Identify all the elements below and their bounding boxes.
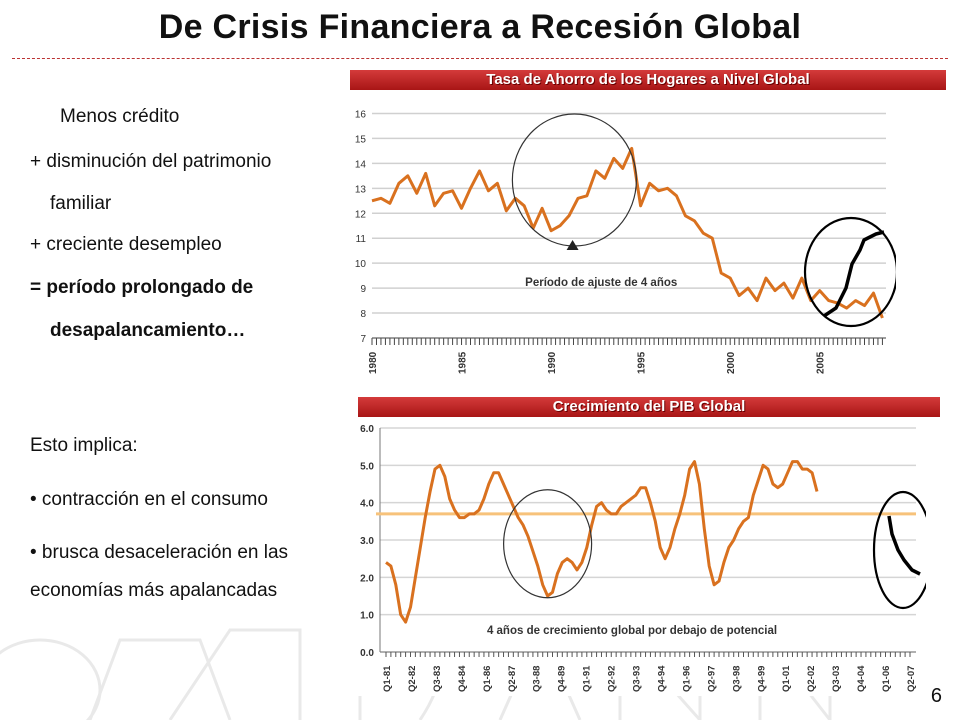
- chart1-x-tick-label: 2000: [726, 351, 737, 374]
- chart1-x-tick-label: 1980: [368, 351, 379, 374]
- chart2-x-tick-label: Q2-82: [407, 666, 418, 692]
- bullet-familiar: familiar: [50, 193, 112, 214]
- chart2-x-tick-label: Q2-92: [607, 666, 618, 692]
- bullet-desaceleracion: • brusca desaceleración en las: [30, 542, 289, 563]
- chart1-x-tick-label: 1995: [637, 351, 648, 374]
- chart1-x-tick-label: 1985: [458, 351, 469, 374]
- chart2-x-tick-label: Q2-97: [706, 666, 717, 692]
- bullet-desapalancamiento: desapalancamiento…: [50, 320, 246, 341]
- gdp-growth-chart: 6.0 5.0 4.0 3.0 2.0 1.0 0.0 Q1-81 Q2-82 Q3-83 Q4-8…: [360, 424, 934, 692]
- chart1-y-tick-label: 9: [360, 284, 366, 295]
- chart1-x-tick-label: 1990: [547, 351, 558, 374]
- chart2-x-tick-label: Q2-87: [507, 666, 518, 692]
- chart1-y-tick-label: 14: [355, 159, 367, 170]
- chart1-arrow: [566, 240, 579, 250]
- chart2-x-tick-label: Q3-88: [532, 666, 543, 692]
- chart1-y-tick-label: 12: [355, 209, 367, 220]
- chart2-x-tick-label: Q2-07: [906, 666, 917, 692]
- chart1-y-tick-label: 7: [360, 334, 366, 345]
- chart2-series-line: [385, 460, 819, 624]
- chart2-x-tick-label: Q1-96: [681, 666, 692, 692]
- chart2-x-tick-label: Q3-93: [632, 666, 643, 692]
- chart2-y-tick-label: 1.0: [360, 611, 374, 622]
- chart2-highlight-circle: [503, 489, 593, 599]
- chart2-y-tick-label: 5.0: [360, 461, 374, 472]
- chart2-x-tick-label: Q4-99: [756, 666, 767, 692]
- bullet-menos-credito: Menos crédito: [60, 106, 180, 127]
- chart2-header: Crecimiento del PIB Global: [358, 397, 940, 417]
- chart2-y-tick-label: 6.0: [360, 424, 374, 435]
- chart1-y-tick-label: 16: [355, 109, 367, 120]
- page-number: 6: [930, 685, 942, 707]
- chart2-y-tick-label: 2.0: [360, 573, 374, 584]
- bullet-contraccion: • contracción en el consumo: [30, 489, 268, 510]
- chart2-x-tick-label: Q3-83: [432, 666, 443, 692]
- chart1-annotation: Período de ajuste de 4 años: [525, 277, 677, 289]
- chart1-y-tick-label: 8: [360, 309, 366, 320]
- chart2-x-tick-label: Q3-98: [731, 666, 742, 692]
- chart2-annotation: 4 años de crecimiento global por debajo …: [487, 625, 777, 637]
- chart1-y-tick-label: 13: [355, 184, 367, 195]
- chart2-panel: 6.0 5.0 4.0 3.0 2.0 1.0 0.0 Q1-81 Q2-82 Q3-83 Q4-8…: [346, 418, 934, 696]
- chart1-y-tick-label: 11: [356, 234, 367, 245]
- chart2-x-tick-label: Q1-86: [482, 666, 493, 692]
- chart2-trend-stroke: [887, 515, 921, 576]
- chart2-x-tick-label: Q4-04: [856, 665, 867, 692]
- chart2-x-tick-label: Q4-94: [656, 665, 667, 692]
- chart2-x-tick-label: Q4-89: [557, 666, 568, 692]
- slide-title: De Crisis Financiera a Recesión Global: [158, 8, 802, 46]
- chart1-trend-stroke: [823, 230, 885, 318]
- chart2-y-tick-label: 3.0: [360, 536, 374, 547]
- bullet-economias: economías más apalancadas: [30, 580, 278, 601]
- chart1-panel: 16 15 14 13 12 11 10 9 8 7 1980 1985 1990 1995 2000 200…: [346, 92, 899, 378]
- chart2-x-tick-label: Q2-02: [806, 666, 817, 692]
- chart2-y-tick-label: 4.0: [360, 499, 374, 510]
- chart1-series-line: [371, 146, 884, 319]
- chart1-y-tick-label: 10: [355, 259, 367, 270]
- chart2-x-tick-label: Q1-06: [881, 666, 892, 692]
- chart2-x-tick-label: Q4-84: [457, 665, 468, 692]
- chart2-x-tick-label: Q1-01: [781, 665, 792, 692]
- bullet-periodo: = período prolongado de: [30, 277, 254, 298]
- bullet-disminucion: + disminución del patrimonio: [30, 151, 272, 172]
- bullet-desempleo: + creciente desempleo: [30, 234, 222, 255]
- title-divider: [12, 58, 948, 59]
- chart1-y-tick-label: 15: [355, 134, 367, 145]
- chart2-y-tick-label: 0.0: [360, 648, 374, 659]
- chart2-x-tick-label: Q3-03: [831, 666, 842, 692]
- chart2-x-tick-label: Q1-91: [582, 665, 593, 692]
- chart1-header: Tasa de Ahorro de los Hogares a Nivel Gl…: [350, 70, 946, 90]
- esto-implica-label: Esto implica:: [30, 435, 138, 456]
- chart2-x-tick-label: Q1-81: [382, 665, 393, 692]
- chart1-x-tick-label: 2005: [816, 351, 827, 374]
